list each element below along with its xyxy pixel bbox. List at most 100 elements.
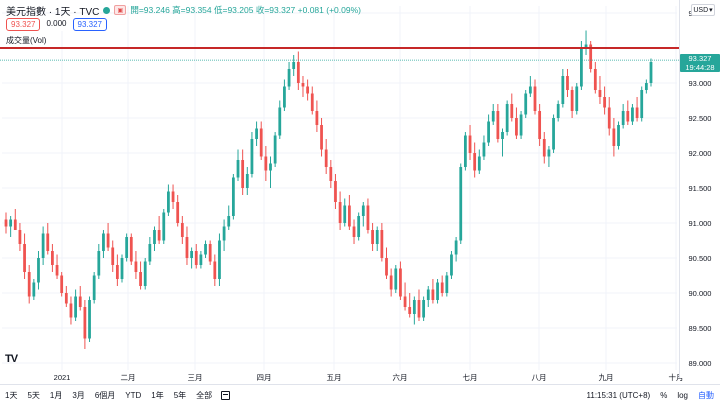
- candle: [259, 121, 263, 160]
- candle: [505, 100, 509, 136]
- candle: [227, 205, 231, 230]
- candle: [185, 226, 189, 265]
- volume-legend[interactable]: 成交量(Vol): [6, 36, 47, 45]
- candle-body: [69, 303, 73, 318]
- percent-toggle[interactable]: %: [660, 390, 668, 400]
- candle: [139, 261, 142, 290]
- candle: [88, 296, 91, 342]
- x-tick-label: 十月: [669, 372, 684, 382]
- candle-body: [631, 107, 634, 122]
- range-ytd[interactable]: YTD: [125, 390, 142, 400]
- candle-body: [283, 86, 286, 108]
- candle-body: [566, 76, 569, 90]
- candle-body: [213, 261, 217, 279]
- candle-body: [649, 62, 653, 83]
- x-tick-label: 五月: [327, 373, 342, 382]
- candle: [621, 104, 625, 129]
- candle-body: [598, 90, 602, 97]
- auto-scale-toggle[interactable]: 自動: [698, 390, 714, 400]
- candle-body: [139, 272, 142, 286]
- candle: [310, 86, 314, 115]
- range-1y[interactable]: 1年: [151, 390, 164, 400]
- candle-body: [450, 254, 453, 276]
- candle: [394, 265, 398, 293]
- log-toggle[interactable]: log: [677, 390, 688, 400]
- range-1m[interactable]: 1月: [49, 390, 63, 400]
- candle-body: [23, 244, 26, 272]
- candle-body: [190, 251, 194, 258]
- candle-body: [380, 230, 384, 258]
- x-axis-labels: 2021 二月 三月 四月 五月 六月 七月 八月 九月 十月: [54, 372, 684, 382]
- candle: [222, 219, 226, 251]
- candle: [78, 286, 82, 311]
- candle: [385, 247, 388, 279]
- candle: [380, 223, 384, 262]
- candle-body: [640, 90, 644, 118]
- candle-body: [64, 293, 68, 304]
- buy-price-pill[interactable]: 93.327: [72, 18, 107, 31]
- bottom-toolbar: 1天 5天 1月 3月 6個月 YTD 1年 5年 全部 11:15:31 (U…: [0, 384, 720, 405]
- calendar-icon[interactable]: [221, 390, 231, 400]
- candle-body: [394, 268, 398, 290]
- flag-icon[interactable]: ▣: [114, 5, 127, 15]
- candle: [357, 212, 361, 241]
- candle-body: [324, 149, 328, 167]
- y-tick-label: 92.000: [689, 149, 712, 158]
- clock-time[interactable]: 11:15:31 (UTC+8): [586, 390, 651, 400]
- chevron-down-icon: ▾: [709, 7, 713, 14]
- candle: [482, 135, 486, 160]
- candle: [515, 107, 518, 139]
- candle: [46, 223, 50, 255]
- candle-body: [505, 104, 509, 132]
- candle-body: [227, 216, 231, 227]
- candle: [92, 272, 96, 304]
- candle: [245, 167, 249, 195]
- range-6m[interactable]: 6個月: [94, 390, 116, 400]
- candle: [552, 114, 555, 153]
- range-3m[interactable]: 3月: [72, 390, 85, 400]
- candle-body: [148, 244, 152, 262]
- range-5d[interactable]: 5天: [27, 390, 40, 400]
- candle-body: [385, 258, 388, 276]
- candle: [334, 174, 337, 209]
- sell-price-pill[interactable]: 93.327: [6, 18, 41, 31]
- candle: [97, 244, 101, 279]
- candle: [129, 233, 133, 265]
- candle-body: [115, 265, 119, 279]
- candle: [626, 100, 630, 125]
- candle-body: [204, 244, 207, 255]
- candle-body: [32, 282, 36, 297]
- range-all[interactable]: 全部: [196, 390, 213, 400]
- candle: [649, 58, 653, 87]
- candle-body: [547, 149, 551, 157]
- currency-label: USD: [693, 6, 709, 14]
- candle: [273, 132, 277, 167]
- candle-body: [269, 163, 272, 171]
- candle-body: [329, 167, 333, 181]
- currency-button[interactable]: USD ▾: [691, 4, 715, 16]
- candle: [338, 191, 342, 230]
- grid-lines: [2, 6, 677, 370]
- range-5y[interactable]: 5年: [173, 390, 187, 400]
- candle-body: [278, 107, 282, 136]
- candle-body: [60, 275, 64, 293]
- candle: [617, 121, 620, 150]
- candle: [463, 132, 467, 171]
- range-1d[interactable]: 1天: [5, 390, 18, 400]
- candle-body: [593, 69, 597, 90]
- candle: [148, 237, 152, 265]
- candle-body: [162, 212, 166, 241]
- symbol-title[interactable]: 美元指數 · 1天 · TVC: [6, 6, 100, 18]
- candle-body: [552, 118, 555, 150]
- candle-body: [538, 111, 542, 139]
- candle-body: [524, 93, 528, 115]
- candle: [403, 282, 407, 311]
- candle: [236, 149, 240, 181]
- candle: [347, 195, 351, 230]
- candle: [501, 128, 504, 157]
- candlestick-chart[interactable]: 2021 二月 三月 四月 五月 六月 七月 八月 九月 十月: [0, 0, 720, 384]
- candle: [580, 41, 583, 90]
- candle-body: [236, 160, 240, 178]
- candle-body: [208, 244, 212, 262]
- candle: [315, 100, 319, 132]
